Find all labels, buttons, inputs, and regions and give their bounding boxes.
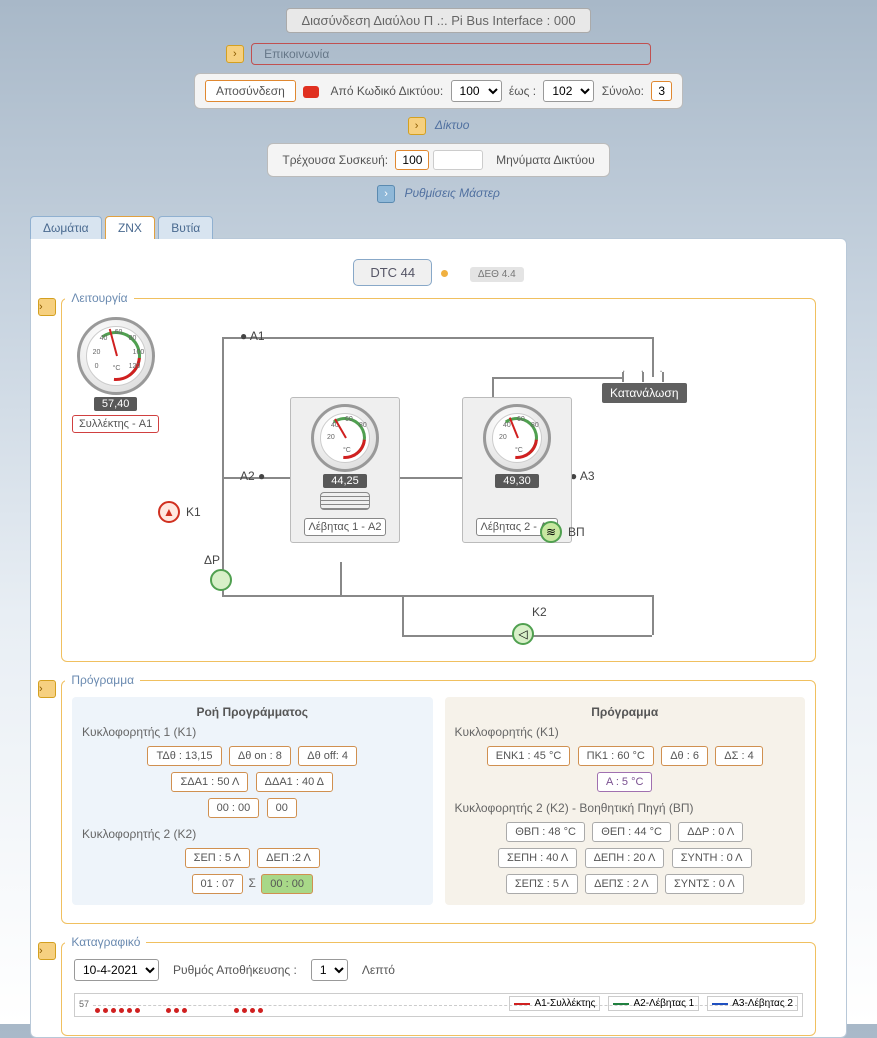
master-settings-label: Ρυθμίσεις Μάστερ bbox=[404, 186, 499, 200]
section-log: › Καταγραφικό 10-4-2021 Ρυθμός Αποθήκευσ… bbox=[61, 942, 816, 1036]
from-code-label: Από Κωδικό Δικτύου: bbox=[331, 84, 444, 98]
chip-thep[interactable]: ΘΕΠ : 44 °C bbox=[592, 822, 671, 842]
chip-deph[interactable]: ΔΕΠΗ : 20 Λ bbox=[585, 848, 665, 868]
chip-ds[interactable]: ΔΣ : 4 bbox=[715, 746, 762, 766]
date-select[interactable]: 10-4-2021 bbox=[74, 959, 159, 981]
node-a3: ● A3 bbox=[570, 469, 595, 483]
flow-column: Ροή Προγράμματος Κυκλοφορητής 1 (K1) ΤΔθ… bbox=[72, 697, 433, 905]
gauge-collector-label: Συλλέκτης - A1 bbox=[72, 415, 159, 433]
chip-t1: 00 : 00 bbox=[208, 798, 260, 818]
from-select[interactable]: 100 bbox=[451, 80, 502, 102]
chip-t2: 00 bbox=[267, 798, 297, 818]
diagram: 0 20 40 60 80 100 120 °C 57,40 Συλλέκτης… bbox=[62, 317, 815, 647]
node-a2: A2 ● bbox=[240, 469, 265, 483]
to-label: έως : bbox=[509, 84, 536, 98]
prog-k1-title: Κυκλοφορητής (K1) bbox=[455, 725, 796, 739]
expand-network-button[interactable]: › bbox=[408, 117, 426, 135]
node-bp: ΒΠ bbox=[568, 525, 585, 539]
chip-pk1[interactable]: ΠΚ1 : 60 °C bbox=[578, 746, 654, 766]
connection-panel: Αποσύνδεση Από Κωδικό Δικτύου: 100 έως :… bbox=[194, 73, 683, 109]
chip-seps[interactable]: ΣΕΠΣ : 5 Λ bbox=[506, 874, 578, 894]
symbol-k1: ▲ bbox=[158, 501, 180, 523]
chip-deps[interactable]: ΔΕΠΣ : 2 Λ bbox=[585, 874, 658, 894]
sigma-label: Σ bbox=[249, 876, 256, 890]
gauge-boiler2-value: 49,30 bbox=[495, 474, 539, 488]
chip-t4: 00 : 00 bbox=[261, 874, 313, 894]
rate-select[interactable]: 1 bbox=[311, 959, 348, 981]
deth-badge: ΔΕΘ 4.4 bbox=[470, 267, 524, 282]
flow-title: Ροή Προγράμματος bbox=[82, 705, 423, 719]
total-value: 3 bbox=[651, 81, 672, 101]
section-program: › Πρόγραμμα Ροή Προγράμματος Κυκλοφορητή… bbox=[61, 680, 816, 924]
collapse-program-button[interactable]: › bbox=[38, 680, 56, 698]
collapse-log-button[interactable]: › bbox=[38, 942, 56, 960]
node-dr: ΔΡ bbox=[204, 553, 220, 567]
chip-synth[interactable]: ΣΥΝΤΗ : 0 Λ bbox=[672, 848, 752, 868]
program-column: Πρόγραμμα Κυκλοφορητής (K1) ENK1 : 45 °C… bbox=[445, 697, 806, 905]
rate-label: Ρυθμός Αποθήκευσης : bbox=[173, 963, 297, 977]
chip-dep: ΔΕΠ :2 Λ bbox=[257, 848, 320, 868]
chip-sep: ΣΕΠ : 5 Λ bbox=[185, 848, 250, 868]
dtc-chip[interactable]: DTC 44 bbox=[353, 259, 432, 286]
to-select[interactable]: 102 bbox=[543, 80, 594, 102]
gauge-collector-value: 57,40 bbox=[94, 397, 138, 411]
program-title: Πρόγραμμα bbox=[65, 673, 140, 687]
collapse-operation-button[interactable]: › bbox=[38, 298, 56, 316]
prog-col-title: Πρόγραμμα bbox=[455, 705, 796, 719]
flow-k2-title: Κυκλοφορητής 2 (K2) bbox=[82, 827, 423, 841]
chip-a5[interactable]: A : 5 °C bbox=[597, 772, 652, 792]
chip-thbp[interactable]: ΘΒΠ : 48 °C bbox=[506, 822, 585, 842]
chip-t3: 01 : 07 bbox=[192, 874, 244, 894]
empty-field bbox=[433, 150, 483, 170]
node-k2: K2 bbox=[532, 605, 547, 619]
expand-comm-button[interactable]: › bbox=[226, 45, 244, 63]
comm-label: Επικοινωνία bbox=[251, 43, 651, 65]
gauge-boiler1-value: 44,25 bbox=[323, 474, 367, 488]
chip-dda1: ΔΔΑ1 : 40 Δ bbox=[256, 772, 333, 792]
chip-ddr[interactable]: ΔΔΡ : 0 Λ bbox=[678, 822, 743, 842]
prog-k2-title: Κυκλοφορητής 2 (K2) - Βοηθητική Πηγή (ΒΠ… bbox=[455, 801, 796, 815]
chip-seph[interactable]: ΣΕΠΗ : 40 Λ bbox=[498, 848, 577, 868]
boiler1-label: Λέβητας 1 - A2 bbox=[304, 518, 387, 536]
chip-enk1[interactable]: ENK1 : 45 °C bbox=[487, 746, 571, 766]
operation-title: Λειτουργία bbox=[65, 291, 133, 305]
network-label: Δίκτυο bbox=[435, 118, 469, 132]
disconnect-button[interactable]: Αποσύνδεση bbox=[205, 80, 296, 102]
status-led bbox=[303, 86, 319, 98]
consumption-box: Κατανάλωση bbox=[602, 383, 687, 403]
current-device-label: Τρέχουσα Συσκευή: bbox=[282, 153, 388, 167]
chip-tdth: ΤΔθ : 13,15 bbox=[147, 746, 221, 766]
tab-tanks[interactable]: Βυτία bbox=[158, 216, 213, 239]
gauge-collector: 0 20 40 60 80 100 120 °C 57,40 Συλλέκτης… bbox=[72, 317, 159, 433]
chart-legend: A1-Συλλέκτης A2-Λέβητας 1 A3-Λέβητας 2 bbox=[509, 996, 798, 1011]
status-dot bbox=[441, 270, 448, 277]
tab-rooms[interactable]: Δωμάτια bbox=[30, 216, 102, 239]
boiler-1: 20 40 60 80 °C 44,25 Λέβητας 1 - A2 bbox=[290, 397, 400, 543]
expand-master-button[interactable]: › bbox=[377, 185, 395, 203]
chart-ytick: 57 bbox=[79, 999, 89, 1009]
chip-dthoff: Δθ off: 4 bbox=[298, 746, 357, 766]
chip-sda1: ΣΔΑ1 : 50 Λ bbox=[171, 772, 248, 792]
flow-k1-title: Κυκλοφορητής 1 (K1) bbox=[82, 725, 423, 739]
chip-synts[interactable]: ΣΥΝΤΣ : 0 Λ bbox=[665, 874, 744, 894]
net-msgs-label: Μηνύματα Δικτύου bbox=[496, 153, 594, 167]
current-device-value: 100 bbox=[395, 150, 429, 170]
node-k1: K1 bbox=[186, 505, 201, 519]
chip-dthon: Δθ on : 8 bbox=[229, 746, 291, 766]
device-panel: Τρέχουσα Συσκευή: 100 Μηνύματα Δικτύου bbox=[267, 143, 609, 177]
chart: 57 A1-Συλλέκτης A2-Λέβητας 1 A3-Λέβητας … bbox=[74, 993, 803, 1017]
symbol-dr bbox=[210, 569, 232, 591]
coil-icon bbox=[320, 492, 370, 510]
symbol-bp: ≋ bbox=[540, 521, 562, 543]
symbol-k2: ◁ bbox=[512, 623, 534, 645]
page-title: Διασύνδεση Διαύλου Π .:. Pi Bus Interfac… bbox=[286, 8, 590, 33]
main-content: DTC 44 ΔΕΘ 4.4 › Λειτουργία bbox=[30, 238, 847, 1038]
log-title: Καταγραφικό bbox=[65, 935, 146, 949]
section-operation: › Λειτουργία bbox=[61, 298, 816, 662]
chip-dth[interactable]: Δθ : 6 bbox=[661, 746, 708, 766]
tab-znx[interactable]: ZNX bbox=[105, 216, 155, 239]
node-a1: ● A1 bbox=[240, 329, 265, 343]
rate-unit: Λεπτό bbox=[362, 963, 395, 977]
total-label: Σύνολο: bbox=[602, 84, 644, 98]
